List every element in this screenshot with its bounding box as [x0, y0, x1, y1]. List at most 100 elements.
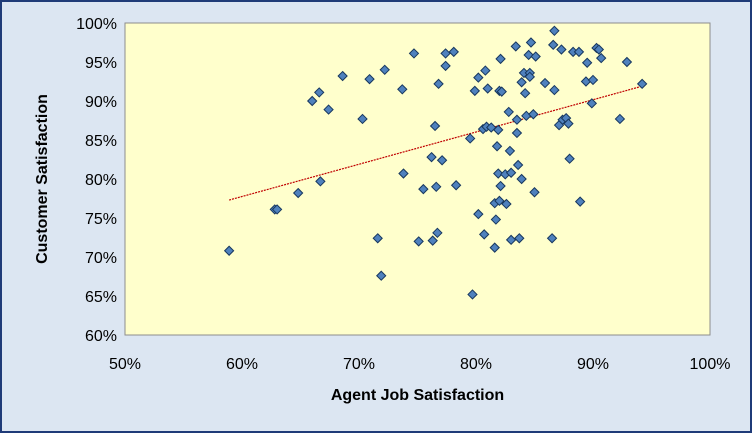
data-point	[431, 181, 442, 193]
y-tick-label: 85%	[85, 133, 117, 150]
data-point	[595, 52, 607, 64]
data-point	[306, 95, 318, 107]
data-point	[563, 118, 574, 129]
data-point	[418, 183, 429, 195]
data-point	[491, 141, 503, 152]
data-point	[539, 77, 551, 89]
data-point	[505, 167, 517, 178]
data-point	[511, 114, 523, 125]
x-tick-label: 60%	[226, 356, 258, 373]
data-point	[473, 72, 484, 83]
data-point	[433, 78, 444, 90]
data-point	[480, 65, 491, 76]
data-point	[504, 145, 516, 157]
y-axis-title: Customer Satisfaction	[34, 94, 51, 264]
data-point	[427, 235, 438, 246]
data-point	[495, 53, 506, 65]
data-point	[357, 113, 368, 125]
y-axis-ticks: 60% 65% 70% 75% 80% 85% 90% 95% 100%	[76, 16, 117, 345]
data-point	[636, 78, 648, 90]
x-axis-title: Agent Job Satisfaction	[331, 387, 504, 404]
data-point	[469, 85, 481, 97]
data-point	[512, 159, 524, 171]
data-point	[549, 25, 560, 37]
y-tick-label: 65%	[85, 289, 117, 306]
data-point	[364, 73, 375, 85]
data-point	[549, 84, 560, 96]
data-point	[564, 153, 575, 164]
plot-area	[124, 22, 711, 336]
data-point	[450, 180, 462, 191]
data-point	[464, 133, 476, 144]
y-tick-label: 75%	[85, 211, 117, 228]
data-point	[315, 176, 326, 187]
data-point	[448, 46, 459, 58]
data-point	[408, 48, 420, 59]
data-point	[510, 41, 521, 52]
data-point	[376, 270, 387, 281]
data-point	[546, 233, 558, 244]
data-point	[519, 87, 531, 99]
data-point	[429, 120, 441, 132]
data-point	[337, 70, 348, 82]
data-point	[473, 208, 484, 220]
data-point	[323, 104, 334, 115]
y-tick-label: 90%	[85, 94, 117, 111]
data-points	[223, 25, 648, 300]
y-tick-label: 100%	[76, 16, 117, 33]
data-point	[516, 77, 527, 88]
data-point	[529, 187, 540, 198]
data-point	[493, 168, 504, 179]
data-point	[436, 155, 448, 166]
y-tick-label: 60%	[85, 328, 117, 345]
x-tick-label: 80%	[460, 356, 492, 373]
data-point	[478, 229, 490, 240]
data-point	[586, 98, 598, 109]
data-point	[413, 236, 424, 247]
data-point	[292, 187, 304, 199]
y-tick-label: 95%	[85, 55, 117, 72]
trendline	[228, 85, 643, 201]
data-point	[397, 84, 408, 95]
x-tick-label: 90%	[577, 356, 609, 373]
data-point	[621, 56, 633, 68]
data-point	[314, 87, 325, 98]
data-point	[426, 151, 437, 163]
data-point	[482, 83, 493, 94]
data-point	[467, 289, 478, 300]
data-point	[440, 60, 451, 72]
data-point	[511, 127, 523, 139]
data-point	[440, 48, 451, 59]
data-point	[493, 124, 504, 136]
data-point	[514, 233, 525, 244]
data-point	[490, 214, 502, 225]
data-point	[503, 106, 514, 118]
data-point	[379, 64, 390, 76]
data-point	[587, 74, 599, 86]
data-point	[495, 180, 506, 192]
data-point	[505, 234, 517, 246]
x-tick-label: 70%	[343, 356, 375, 373]
data-point	[489, 242, 500, 253]
data-point	[556, 44, 567, 55]
data-point	[530, 51, 541, 62]
data-point	[501, 198, 512, 210]
data-point	[614, 113, 626, 125]
data-point	[523, 49, 534, 61]
data-point	[516, 173, 527, 185]
data-point	[271, 204, 283, 215]
data-point	[494, 195, 505, 207]
data-point	[432, 227, 443, 239]
data-point	[573, 46, 585, 58]
data-point	[398, 168, 409, 179]
data-point	[574, 196, 586, 207]
y-tick-label: 70%	[85, 250, 117, 267]
data-point	[593, 44, 605, 55]
y-tick-label: 80%	[85, 172, 117, 189]
x-tick-label: 100%	[690, 356, 731, 373]
x-tick-label: 50%	[109, 356, 141, 373]
data-point	[372, 233, 383, 244]
data-point	[548, 39, 559, 51]
data-point	[525, 37, 537, 48]
